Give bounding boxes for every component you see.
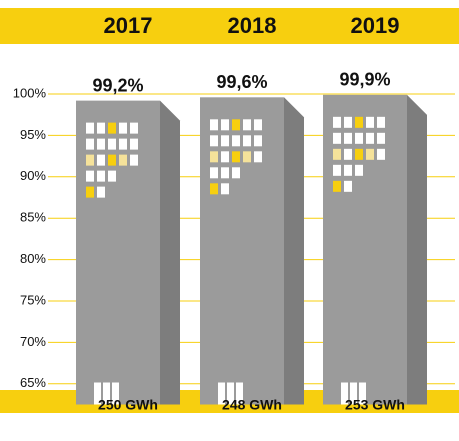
bar: [200, 97, 284, 405]
window: [97, 154, 105, 166]
footer-label: 248 GWh: [222, 397, 282, 413]
window: [210, 119, 218, 131]
window: [243, 151, 251, 163]
window: [86, 154, 94, 166]
window: [108, 170, 116, 182]
window: [344, 148, 352, 160]
window: [333, 148, 341, 160]
building-side: [407, 94, 427, 405]
window: [377, 132, 385, 144]
bar: [76, 100, 160, 405]
window: [221, 119, 229, 131]
window: [210, 151, 218, 163]
window: [119, 138, 127, 150]
door: [236, 382, 243, 405]
window: [333, 132, 341, 144]
window: [254, 119, 262, 131]
window: [221, 135, 229, 147]
y-tick-label: 100%: [13, 85, 47, 100]
window: [232, 119, 240, 131]
window: [232, 167, 240, 179]
y-tick-label: 95%: [20, 127, 46, 142]
window: [86, 170, 94, 182]
window: [333, 164, 341, 176]
window: [97, 186, 105, 198]
window: [86, 122, 94, 134]
window: [86, 138, 94, 150]
y-tick-label: 75%: [20, 292, 46, 307]
door: [94, 382, 101, 405]
window: [366, 132, 374, 144]
door: [227, 382, 234, 405]
window: [221, 183, 229, 195]
x-tick-label: 2019: [351, 13, 400, 38]
window: [254, 151, 262, 163]
footer-label: 250 GWh: [98, 397, 158, 413]
footer-label: 253 GWh: [345, 397, 405, 413]
door: [350, 382, 357, 405]
window: [366, 148, 374, 160]
x-tick-label: 2017: [104, 13, 153, 38]
window: [130, 154, 138, 166]
window: [221, 151, 229, 163]
y-tick-label: 80%: [20, 251, 46, 266]
window: [97, 122, 105, 134]
window: [130, 122, 138, 134]
y-tick-label: 70%: [20, 334, 46, 349]
window: [130, 138, 138, 150]
door: [112, 382, 119, 405]
x-tick-label: 2018: [228, 13, 277, 38]
window: [119, 154, 127, 166]
window: [232, 151, 240, 163]
window: [86, 186, 94, 198]
window: [108, 154, 116, 166]
window: [97, 138, 105, 150]
window: [355, 164, 363, 176]
window: [254, 135, 262, 147]
window: [333, 116, 341, 128]
window: [108, 122, 116, 134]
window: [243, 119, 251, 131]
window: [355, 116, 363, 128]
window: [210, 167, 218, 179]
y-tick-label: 90%: [20, 168, 46, 183]
window: [119, 122, 127, 134]
window: [366, 116, 374, 128]
bar: [323, 94, 407, 405]
window: [221, 167, 229, 179]
window: [108, 138, 116, 150]
header-band: [0, 8, 459, 44]
window: [210, 135, 218, 147]
window: [355, 132, 363, 144]
window: [344, 164, 352, 176]
y-tick-label: 85%: [20, 210, 46, 225]
value-label: 99,2%: [92, 75, 143, 95]
building-side: [284, 97, 304, 405]
value-label: 99,9%: [339, 70, 390, 90]
window: [344, 132, 352, 144]
door: [341, 382, 348, 405]
door: [103, 382, 110, 405]
building-side: [160, 100, 180, 405]
door: [359, 382, 366, 405]
window: [333, 180, 341, 192]
window: [377, 148, 385, 160]
window: [243, 135, 251, 147]
door: [218, 382, 225, 405]
window: [344, 180, 352, 192]
window: [377, 116, 385, 128]
window: [232, 135, 240, 147]
window: [355, 148, 363, 160]
y-tick-label: 65%: [20, 375, 46, 390]
value-label: 99,6%: [216, 72, 267, 92]
window: [210, 183, 218, 195]
window: [97, 170, 105, 182]
window: [344, 116, 352, 128]
